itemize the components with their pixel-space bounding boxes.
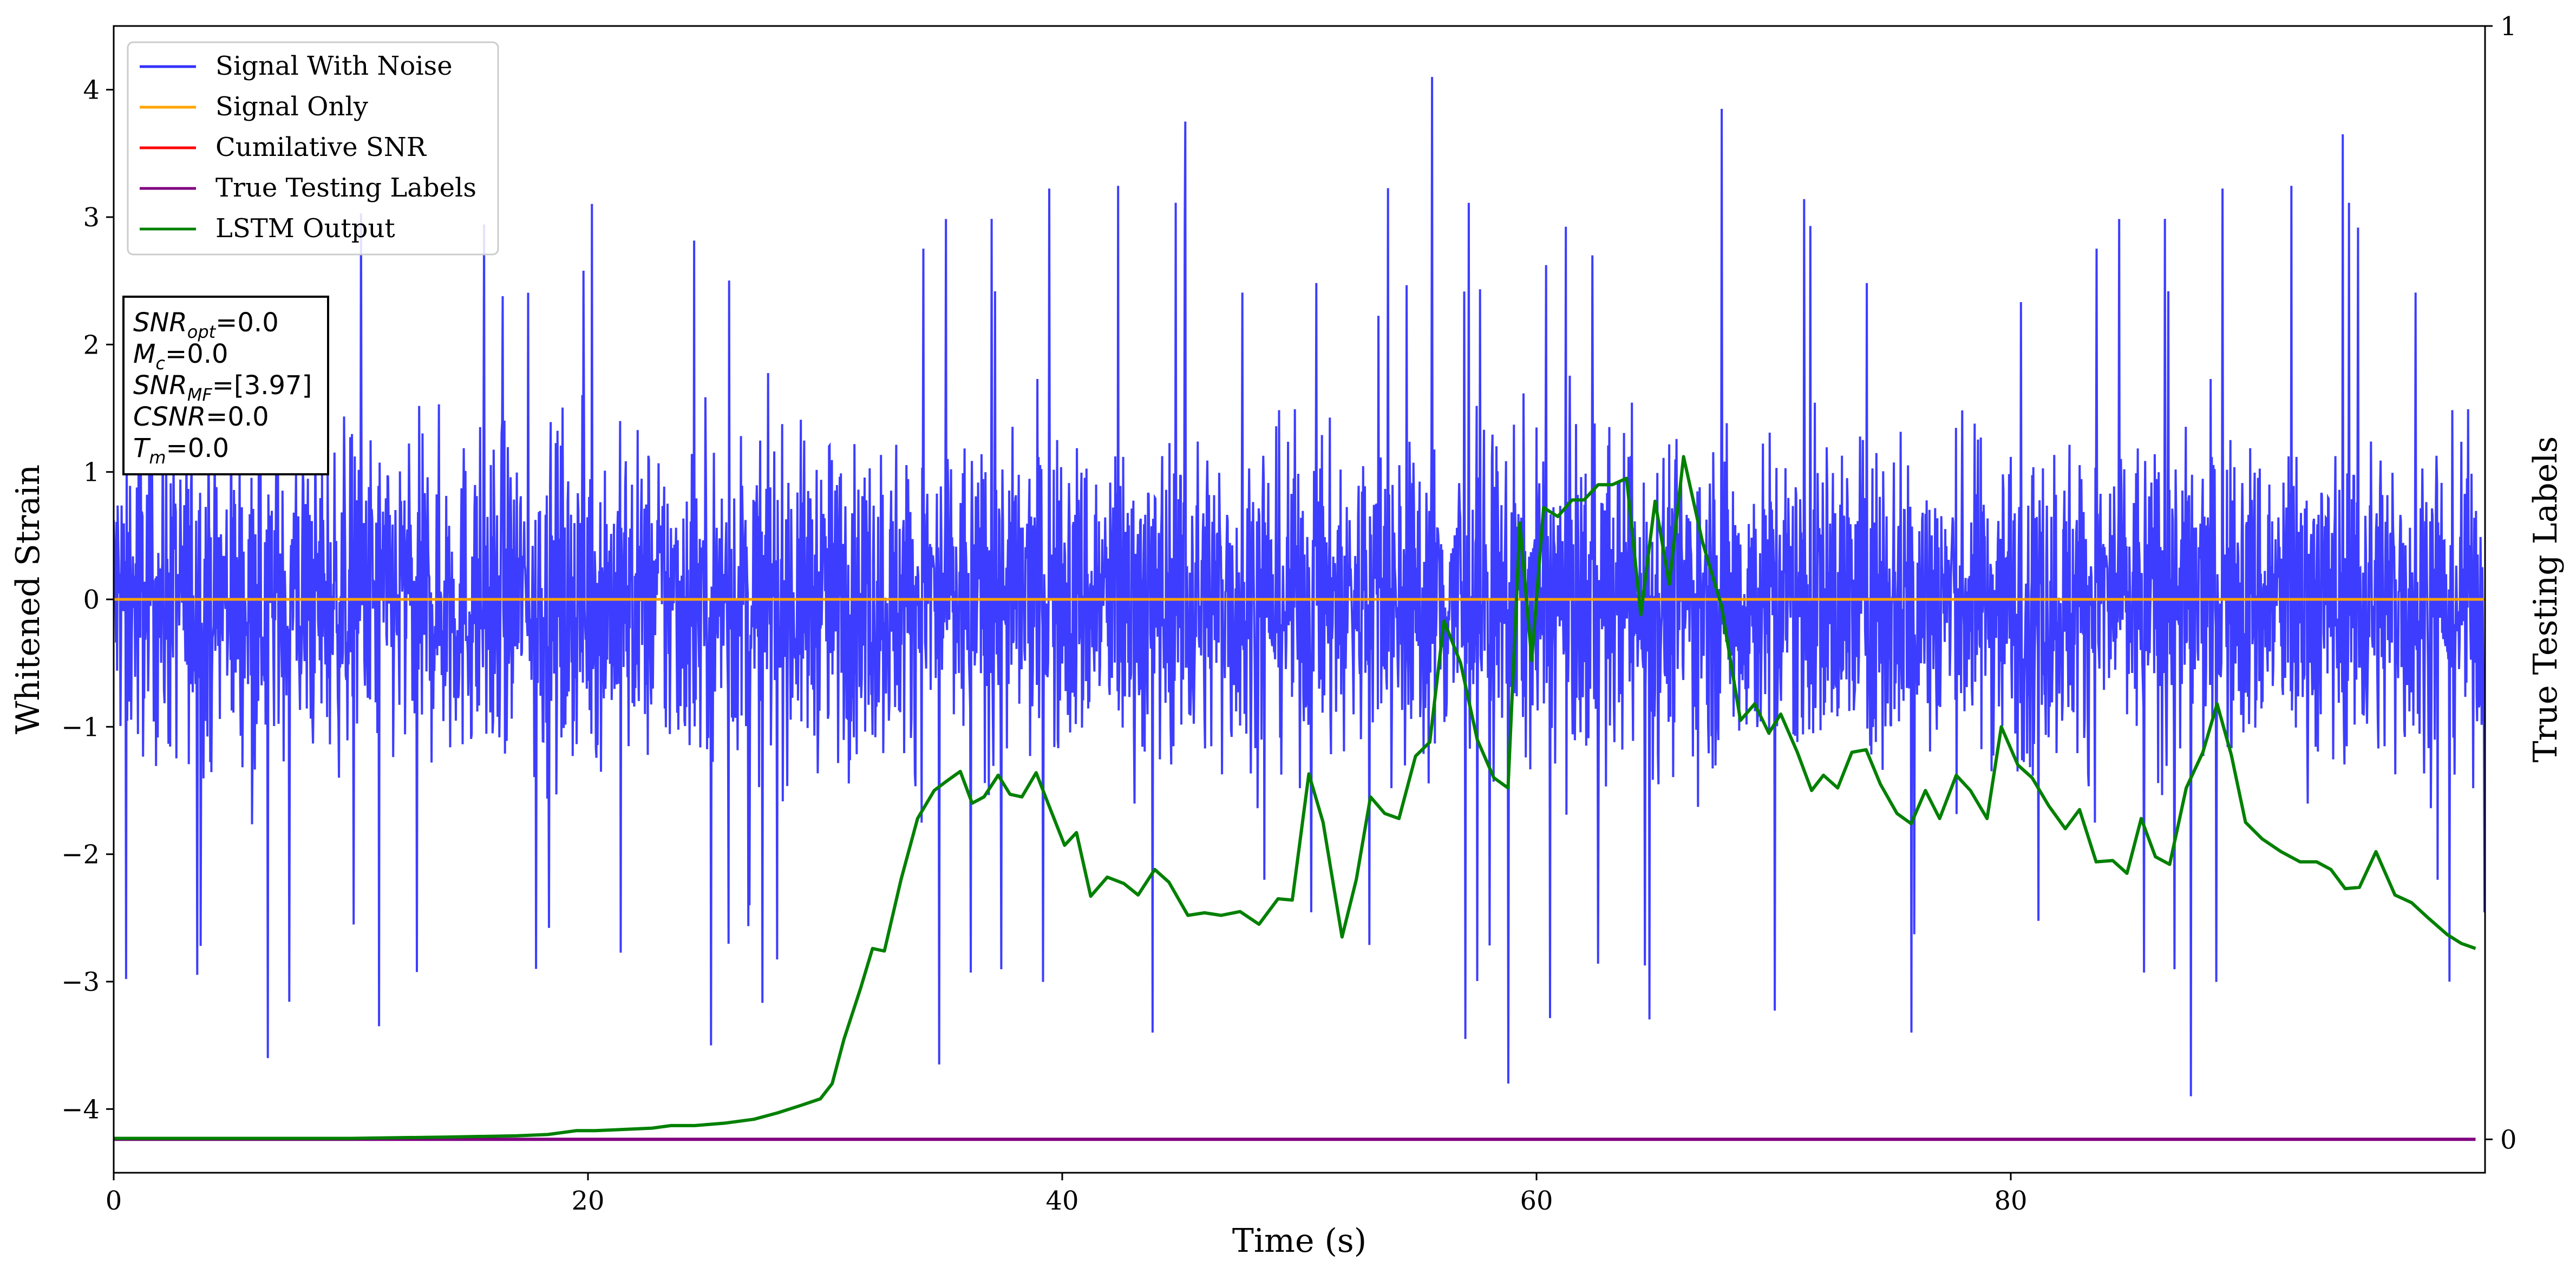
x-tick-label: 0 (106, 1186, 122, 1216)
legend-label-signal-with-noise: Signal With Noise (215, 51, 453, 81)
annotation-line-snr-opt: SNRopt=0.0 (133, 308, 279, 342)
annotation-line-snr-mf: SNRMF=[3.97] (133, 370, 312, 405)
series-lstm-output (114, 455, 2476, 1140)
y-tick-label: −3 (61, 967, 100, 997)
legend-label-cumulative-snr: Cumilative SNR (215, 132, 427, 162)
y2-tick-label: 0 (2500, 1125, 2517, 1155)
snr-annotation-box: SNRopt=0.0 Mc=0.0 SNRMF=[3.97] CSNR=0.0 … (122, 296, 329, 475)
x-tick-label: 20 (571, 1186, 604, 1216)
y-tick-label: 3 (83, 202, 100, 233)
legend-label-signal-only: Signal Only (215, 92, 368, 122)
y-tick-label: −1 (61, 712, 100, 742)
legend-label-lstm-output: LSTM Output (215, 213, 395, 244)
y-tick-label: 0 (83, 585, 100, 615)
y2-tick-label: 1 (2500, 11, 2517, 42)
x-tick-label: 40 (1045, 1186, 1078, 1216)
annotation-line-mc: Mc=0.0 (133, 339, 228, 374)
y-tick-label: −2 (61, 840, 100, 870)
legend: Signal With Noise Signal Only Cumilative… (127, 41, 499, 256)
annotation-line-tm: Tm=0.0 (133, 433, 229, 468)
x-tick-label: 80 (1994, 1186, 2027, 1216)
series-signal-with-noise (114, 77, 2485, 1096)
y-axis-label: Whitened Strain (9, 465, 47, 734)
y2-axis-label: True Testing Labels (2527, 436, 2565, 763)
y-tick-label: −4 (61, 1094, 100, 1125)
y-tick-label: 2 (83, 330, 100, 360)
annotation-line-csnr: CSNR=0.0 (133, 402, 269, 432)
x-axis-label: Time (s) (1232, 1222, 1367, 1260)
x-tick-label: 60 (1520, 1186, 1553, 1216)
y-tick-label: 4 (83, 75, 100, 106)
legend-box (127, 41, 499, 256)
annotation-frame (122, 296, 329, 475)
series-layer (114, 77, 2485, 1141)
y-tick-label: 1 (83, 458, 100, 488)
legend-label-true-testing-labels: True Testing Labels (215, 173, 476, 203)
